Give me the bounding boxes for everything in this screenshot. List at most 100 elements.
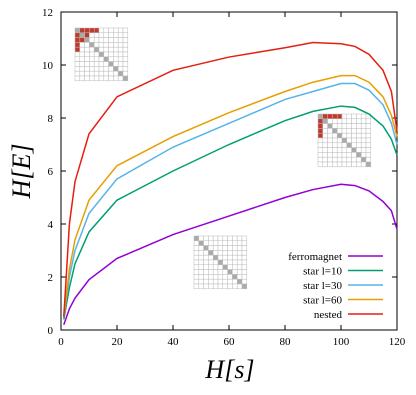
matrix-cell <box>227 278 233 285</box>
matrix-cell <box>227 283 233 290</box>
matrix-cell <box>341 128 348 134</box>
matrix-cell <box>108 46 114 53</box>
matrix-cell <box>365 152 372 158</box>
matrix-cell <box>84 70 90 77</box>
matrix-cell <box>98 70 105 77</box>
matrix-cell <box>84 66 90 72</box>
matrix-cell <box>346 132 352 139</box>
matrix-cell <box>232 235 238 242</box>
matrix-cell <box>122 32 129 38</box>
matrix-cell <box>351 147 357 153</box>
matrix-cell <box>360 142 367 148</box>
matrix-cell <box>84 75 90 82</box>
matrix-cell <box>336 156 343 163</box>
matrix-cell <box>222 274 228 280</box>
matrix-cell <box>89 42 95 48</box>
matrix-cell <box>84 61 90 67</box>
matrix-cell <box>227 250 233 256</box>
y-tick-label: 2 <box>48 272 54 284</box>
matrix-cell <box>232 278 238 285</box>
matrix-cell <box>346 123 352 129</box>
matrix-cell <box>117 32 124 38</box>
matrix-cell <box>360 132 367 139</box>
matrix-cell <box>89 70 95 77</box>
matrix-cell <box>208 254 214 261</box>
matrix-icon <box>193 235 248 290</box>
matrix-cell <box>365 156 372 163</box>
matrix-cell <box>203 254 209 261</box>
matrix-cell <box>341 161 348 168</box>
matrix-cell <box>103 70 109 77</box>
y-tick-label: 10 <box>42 60 54 72</box>
matrix-cell <box>217 283 224 290</box>
matrix-cell <box>193 278 200 285</box>
series-line <box>63 74 398 317</box>
matrix-cell <box>89 56 95 62</box>
matrix-cell <box>198 254 204 261</box>
matrix-cell <box>241 245 248 251</box>
legend-label: nested <box>314 309 343 321</box>
matrix-cell <box>336 113 343 120</box>
matrix-cell <box>84 56 90 62</box>
matrix-cell <box>212 264 219 270</box>
matrix-cell <box>103 32 109 38</box>
matrix-cell <box>108 66 114 72</box>
matrix-cell <box>317 152 324 158</box>
matrix-cell <box>208 278 214 285</box>
matrix-cell <box>79 66 85 72</box>
matrix-cell <box>208 264 214 270</box>
matrix-cell <box>332 147 338 153</box>
matrix-cell <box>217 269 224 275</box>
matrix-cell <box>356 142 362 148</box>
matrix-cell <box>89 27 95 34</box>
matrix-cell <box>346 156 352 163</box>
matrix-cell <box>122 42 129 48</box>
matrix-cell <box>322 118 328 124</box>
matrix-cell <box>236 259 243 266</box>
matrix-cell <box>117 61 124 67</box>
matrix-cell <box>332 128 338 134</box>
matrix-cell <box>212 235 219 242</box>
matrix-cell <box>327 147 333 153</box>
matrix-cell <box>103 37 109 43</box>
matrix-cell <box>198 274 204 280</box>
matrix-cell <box>360 137 367 144</box>
matrix-cell <box>203 269 209 275</box>
matrix-cell <box>222 250 228 256</box>
matrix-cell <box>113 32 119 38</box>
matrix-cell <box>322 123 328 129</box>
matrix-cell <box>117 70 124 77</box>
matrix-cell <box>203 259 209 266</box>
matrix-cell <box>79 61 85 67</box>
matrix-cell <box>212 250 219 256</box>
matrix-cell <box>208 269 214 275</box>
matrix-cell <box>74 32 81 38</box>
matrix-cell <box>117 66 124 72</box>
matrix-cell <box>89 75 95 82</box>
matrix-cell <box>317 113 324 120</box>
matrix-cell <box>351 128 357 134</box>
matrix-cell <box>365 161 372 168</box>
matrix-cell <box>193 235 200 242</box>
matrix-cell <box>351 118 357 124</box>
matrix-cell <box>98 61 105 67</box>
matrix-cell <box>327 137 333 144</box>
matrix-cell <box>93 27 100 34</box>
series-line <box>63 41 398 317</box>
matrix-cell <box>108 37 114 43</box>
matrix-cell <box>232 274 238 280</box>
matrix-cell <box>198 283 204 290</box>
matrix-cell <box>356 137 362 144</box>
matrix-cell <box>117 46 124 53</box>
matrix-cell <box>236 245 243 251</box>
matrix-cell <box>332 123 338 129</box>
matrix-cell <box>356 147 362 153</box>
matrix-cell <box>117 27 124 34</box>
matrix-cell <box>327 132 333 139</box>
matrix-cell <box>74 66 81 72</box>
matrix-cell <box>232 250 238 256</box>
matrix-cell <box>236 283 243 290</box>
matrix-cell <box>198 235 204 242</box>
matrix-cell <box>113 42 119 48</box>
matrix-cell <box>227 259 233 266</box>
